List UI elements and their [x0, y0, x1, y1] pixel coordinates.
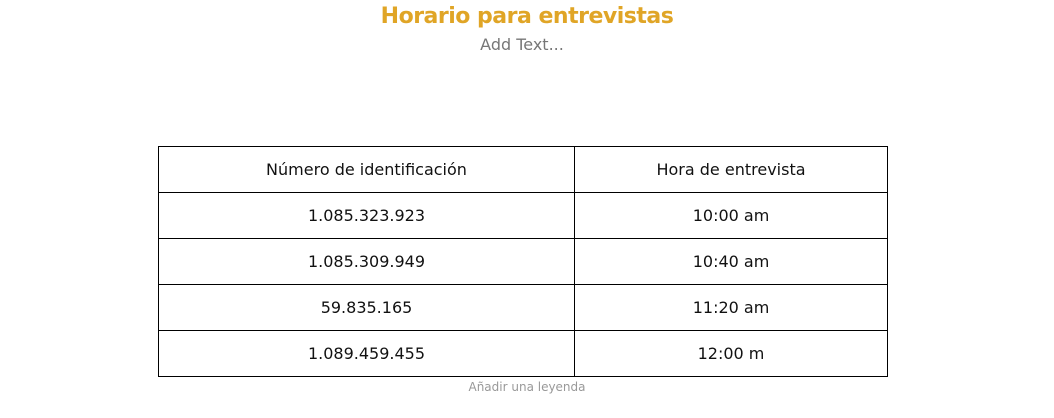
id-cell[interactable]: 1.089.459.455: [158, 330, 575, 377]
time-cell[interactable]: 12:00 m: [574, 330, 888, 377]
id-cell[interactable]: 1.085.323.923: [158, 192, 575, 239]
id-cell[interactable]: 59.835.165: [158, 284, 575, 331]
table-row: 1.085.323.923 10:00 am: [158, 192, 888, 239]
page-title[interactable]: Horario para entrevistas: [380, 4, 674, 29]
interview-schedule-table: Número de identificación Hora de entrevi…: [158, 146, 888, 377]
table-row: 1.089.459.455 12:00 m: [158, 330, 888, 377]
time-cell[interactable]: 11:20 am: [574, 284, 888, 331]
time-cell[interactable]: 10:40 am: [574, 238, 888, 285]
column-header-id[interactable]: Número de identificación: [158, 146, 575, 193]
table-row: 59.835.165 11:20 am: [158, 284, 888, 331]
table-caption-placeholder[interactable]: Añadir una leyenda: [468, 380, 586, 394]
table-row: 1.085.309.949 10:40 am: [158, 238, 888, 285]
id-cell[interactable]: 1.085.309.949: [158, 238, 575, 285]
table-header-row: Número de identificación Hora de entrevi…: [158, 146, 888, 193]
subtitle-placeholder[interactable]: Add Text...: [480, 35, 564, 54]
column-header-time[interactable]: Hora de entrevista: [574, 146, 888, 193]
time-cell[interactable]: 10:00 am: [574, 192, 888, 239]
